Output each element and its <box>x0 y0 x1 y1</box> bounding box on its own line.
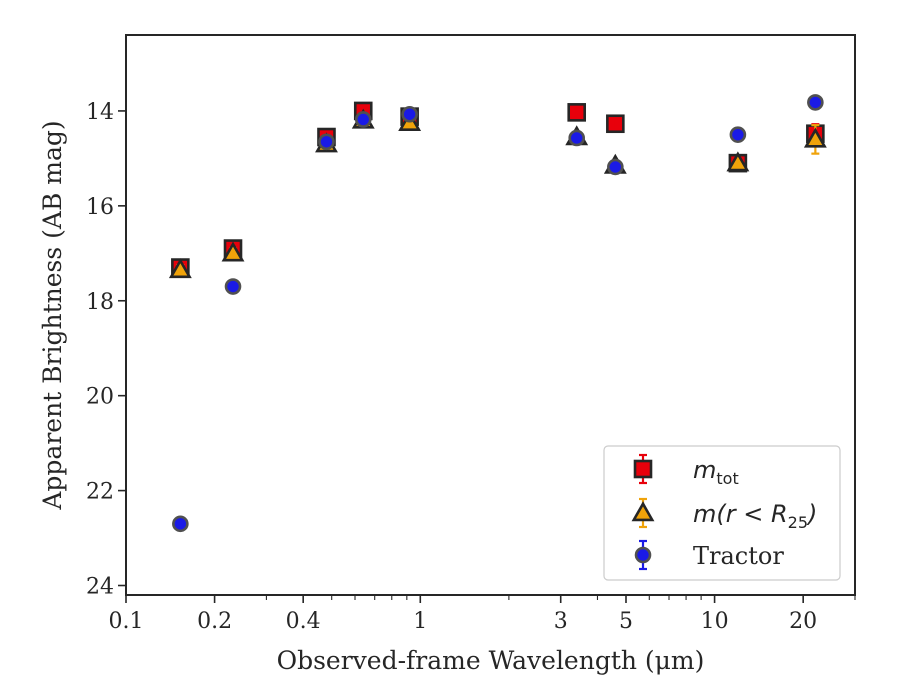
legend-box <box>603 445 841 581</box>
y-axis-label: Apparent Brightness (AB mag) <box>38 120 67 510</box>
x-axis-label: Observed-frame Wavelength (μm) <box>277 646 705 675</box>
legend-label: mtot <box>693 456 739 488</box>
series-circle <box>172 94 824 533</box>
y-tick-label: 24 <box>86 575 114 600</box>
legend-entry: m(r < R25) <box>631 497 817 532</box>
legend-entry: Tractor <box>634 539 784 571</box>
legend-entry: mtot <box>633 453 739 488</box>
legend-label: m(r < R25) <box>693 500 817 532</box>
legend-label: Tractor <box>693 542 784 570</box>
x-tick-label: 10 <box>701 609 729 634</box>
y-tick-label: 22 <box>86 480 114 505</box>
legend-marker <box>633 459 653 479</box>
x-tick-label: 20 <box>789 609 817 634</box>
legend-marker <box>631 501 655 522</box>
x-tick-label: 0.1 <box>109 609 144 634</box>
legend: mtot m(r < R25) Tractor <box>603 445 841 581</box>
y-tick-label: 16 <box>86 195 114 220</box>
x-tick-label: 5 <box>619 609 633 634</box>
data-series <box>168 94 827 533</box>
y-tick-label: 20 <box>86 385 114 410</box>
plot-frame <box>125 34 856 596</box>
y-axis: 14 16 18 20 22 24 <box>86 100 126 600</box>
legend-marker <box>634 546 652 564</box>
x-axis: 0.1 0.2 0.4 1 3 5 10 20 <box>109 595 817 634</box>
y-tick-label: 14 <box>86 100 114 125</box>
x-tick-label: 0.4 <box>286 609 321 634</box>
x-tick-label: 0.2 <box>197 609 232 634</box>
x-tick-label: 1 <box>413 609 427 634</box>
x-tick-label: 3 <box>554 609 568 634</box>
y-tick-label: 18 <box>86 290 114 315</box>
